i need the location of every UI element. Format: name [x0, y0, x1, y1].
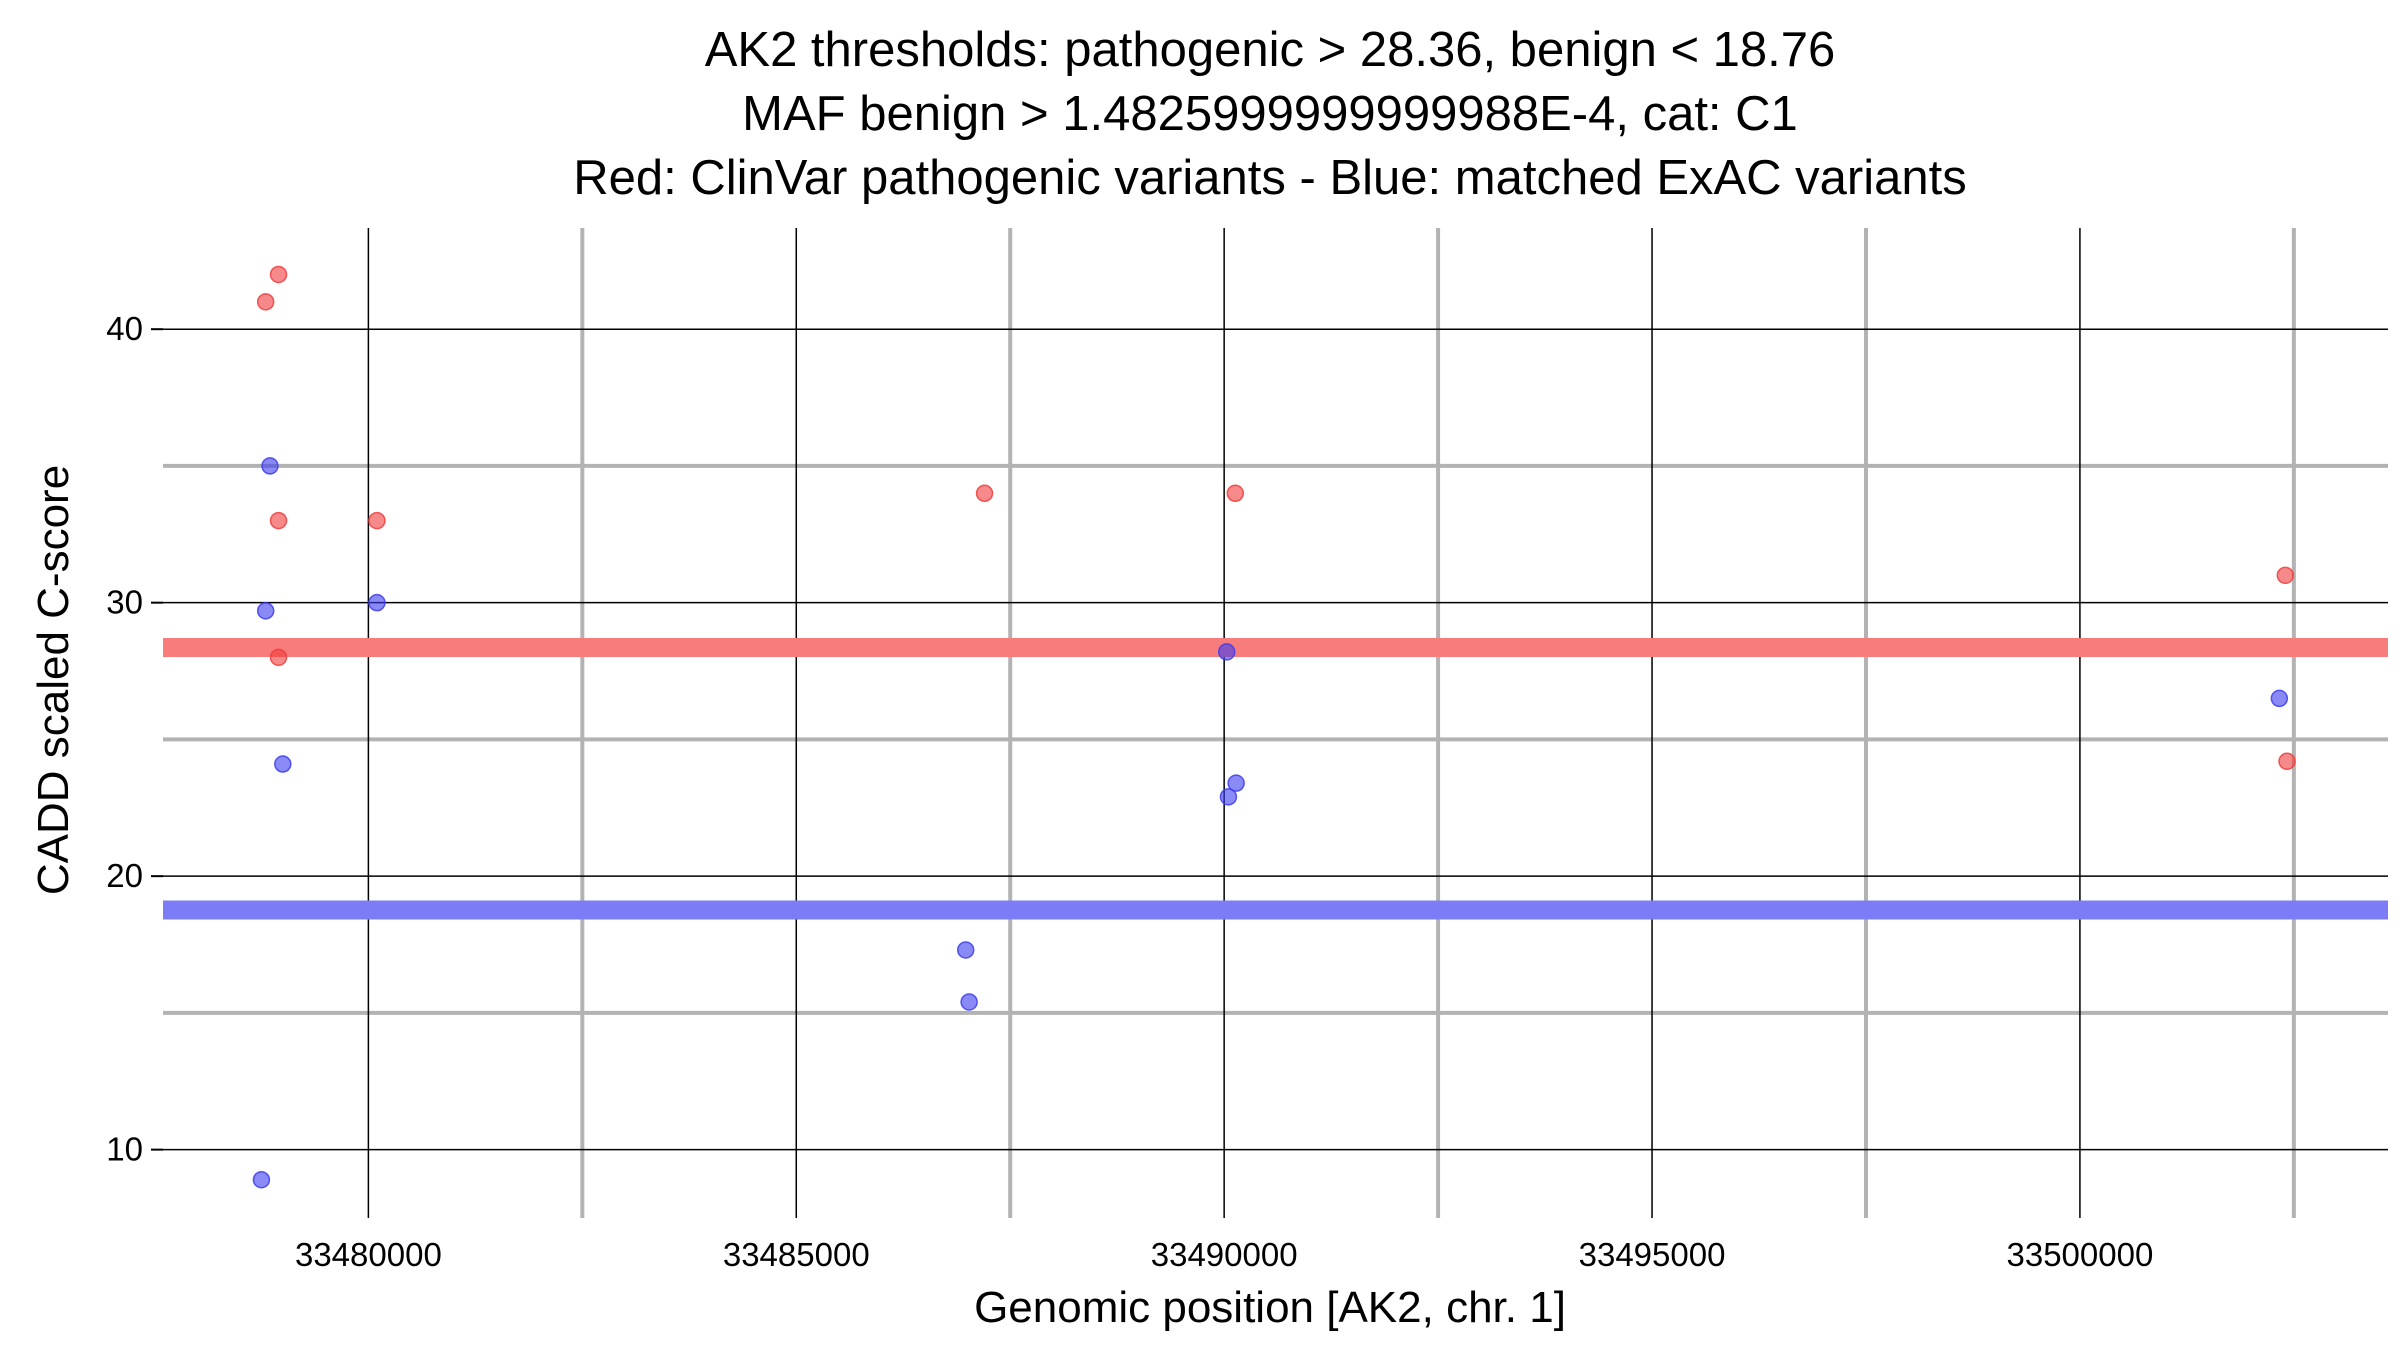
exac-point [261, 457, 279, 475]
y-axis-title: CADD scaled C-score [29, 465, 78, 895]
clinvar-point [269, 265, 288, 284]
threshold-lines [163, 638, 2388, 920]
x-axis-title: Genomic position [AK2, chr. 1] [974, 1283, 1566, 1332]
y-tick-label: 30 [106, 584, 143, 621]
clinvar-point [256, 293, 275, 311]
x-tick-label: 33495000 [1579, 1236, 1726, 1273]
y-tick-label: 20 [106, 857, 143, 894]
chart-title-line-1: AK2 thresholds: pathogenic > 28.36, beni… [705, 23, 1836, 77]
exac-point [1217, 643, 1236, 661]
exac-point [252, 1170, 271, 1189]
exac-point [274, 755, 292, 773]
grid-lines [163, 228, 2388, 1218]
clinvar-point [269, 511, 288, 530]
y-tick-label: 10 [106, 1131, 143, 1168]
clinvar-point [2276, 566, 2295, 585]
y-tick-label: 40 [106, 310, 143, 347]
clinvar-point [269, 648, 288, 667]
x-tick-label: 33490000 [1151, 1236, 1298, 1273]
x-tick-label: 33485000 [723, 1236, 870, 1273]
x-tick-label: 33500000 [2007, 1236, 2154, 1273]
exac-point [1227, 774, 1245, 792]
data-points [252, 265, 2296, 1189]
exac-point [960, 993, 978, 1011]
exac-point [2270, 689, 2289, 708]
clinvar-point [368, 511, 386, 530]
exac-point [256, 602, 275, 620]
x-tick-label: 33480000 [295, 1236, 442, 1273]
chart-title-line-2: MAF benign > 1.4825999999999988E-4, cat:… [742, 87, 1798, 141]
exac-point [368, 593, 386, 612]
exac-point [956, 941, 975, 959]
clinvar-point [1226, 484, 1245, 503]
chart-title-line-3: Red: ClinVar pathogenic variants - Blue:… [573, 151, 1967, 205]
axes: 10 20 30 40 33480000 33485000 33490000 33495000… [106, 310, 2153, 1273]
exac-point [1219, 788, 1238, 806]
clinvar-point [2278, 752, 2296, 771]
clinvar-point [975, 484, 994, 503]
